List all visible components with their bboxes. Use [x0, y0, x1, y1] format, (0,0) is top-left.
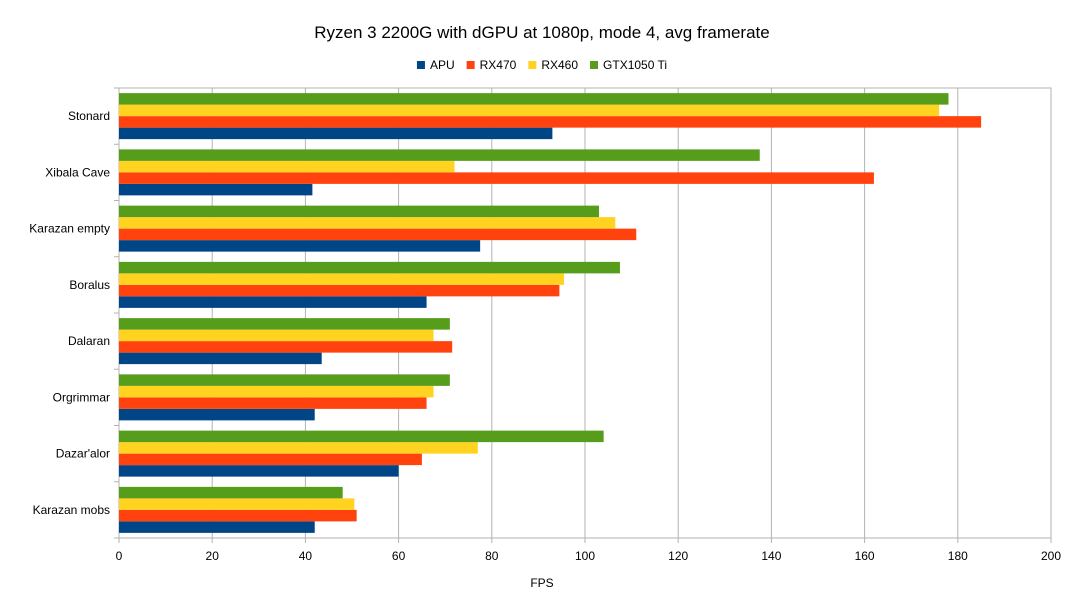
- legend-swatch: [416, 61, 425, 69]
- bar: [119, 442, 478, 454]
- bar: [119, 374, 450, 386]
- x-tick-label: 100: [575, 549, 595, 563]
- bar: [119, 284, 560, 297]
- category-label: Orgrimmar: [53, 390, 110, 404]
- x-tick-label: 40: [299, 549, 313, 563]
- bar: [119, 341, 453, 353]
- bar: [119, 465, 399, 477]
- x-tick-label: 60: [392, 549, 406, 563]
- bar: [119, 261, 620, 274]
- bar: [119, 296, 427, 308]
- category-label: Xibala Cave: [45, 165, 110, 179]
- x-tick-label: 140: [761, 549, 781, 563]
- x-tick-label: 0: [116, 549, 123, 563]
- x-tick-label: 180: [948, 549, 968, 563]
- bar: [119, 183, 313, 196]
- bar: [119, 149, 760, 161]
- bar: [119, 318, 450, 330]
- legend: APU RX470 RX460 GTX1050 Ti: [416, 58, 667, 72]
- x-tick-label: 120: [668, 549, 688, 563]
- bar: [119, 172, 874, 184]
- bar: [119, 240, 481, 252]
- x-axis-label: FPS: [530, 576, 553, 590]
- bar: [119, 329, 434, 342]
- legend-swatch: [528, 61, 537, 69]
- y-axis-categories: Stonard Xibala Cave Karazan empty Boralus Da…: [29, 109, 110, 517]
- bar: [119, 93, 949, 105]
- chart-title: Ryzen 3 2200G with dGPU at 1080p, mode 4…: [314, 23, 769, 42]
- legend-label: APU: [430, 58, 455, 72]
- x-tick-label: 80: [485, 549, 499, 563]
- bar: [119, 104, 940, 117]
- category-label: Dalaran: [68, 334, 110, 348]
- bar: [119, 509, 357, 522]
- bar: [119, 397, 427, 409]
- bar: [119, 408, 315, 421]
- bar: [119, 217, 616, 229]
- bars: [119, 93, 982, 533]
- x-tick-label: 160: [855, 549, 875, 563]
- bar: [119, 498, 355, 510]
- legend-label: RX460: [541, 58, 578, 72]
- bar: [119, 273, 565, 285]
- category-label: Dazar'alor: [56, 447, 110, 461]
- bar: [119, 430, 604, 443]
- bar: [119, 453, 422, 466]
- bar: [119, 160, 455, 173]
- bar: [119, 521, 315, 533]
- legend-label: RX470: [480, 58, 517, 72]
- category-label: Karazan mobs: [33, 503, 110, 517]
- bar: [119, 228, 637, 241]
- legend-swatch: [466, 61, 475, 69]
- legend-label: GTX1050 Ti: [603, 58, 667, 72]
- category-label: Boralus: [69, 278, 110, 292]
- x-axis-ticks: 0 20 40 60 80 100 120 140 160 180 200: [116, 549, 1062, 563]
- bar: [119, 127, 553, 140]
- category-label: Karazan empty: [29, 222, 110, 236]
- bar: [119, 205, 599, 218]
- bar: [119, 116, 982, 128]
- legend-swatch: [590, 61, 599, 69]
- bar: [119, 385, 434, 398]
- x-tick-label: 20: [206, 549, 220, 563]
- category-label: Stonard: [68, 109, 110, 123]
- bar: [119, 486, 343, 499]
- x-tick-label: 200: [1041, 549, 1061, 563]
- bar: [119, 352, 322, 365]
